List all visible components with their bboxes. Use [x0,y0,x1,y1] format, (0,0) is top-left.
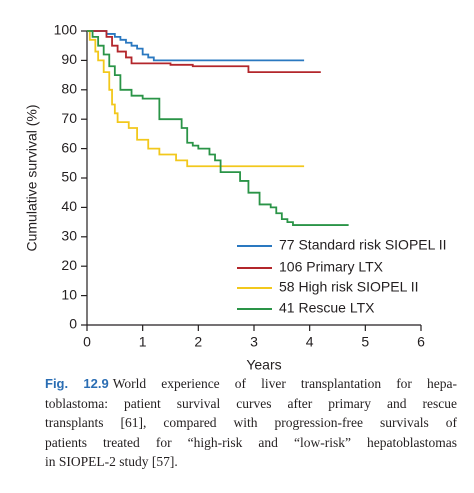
x-tick-label: 6 [417,334,425,350]
x-tick-label: 0 [83,334,91,350]
y-tick-label: 80 [61,81,77,97]
y-tick-label: 60 [61,139,77,155]
caption-label: Fig. 12.9 [45,376,109,391]
caption-line: in SIOPEL-2 study [57]. [45,452,457,472]
caption-line: Fig. 12.9 World experience of liver trans… [45,374,457,394]
caption-text: patients treated for “high-risk and “low… [45,434,457,450]
survival-line [87,30,305,62]
legend-label: 106 Primary LTX [279,259,384,275]
caption-text: transplants [61], compared with progress… [45,415,457,430]
survival-line [87,30,321,74]
x-axis-label: Years [246,357,281,372]
y-tick-label: 100 [54,22,78,38]
y-tick-label: 0 [69,316,77,332]
y-tick-label: 70 [61,110,77,126]
x-tick-label: 2 [194,334,202,350]
x-tick-label: 3 [250,334,258,350]
legend-label: 58 High risk SIOPEL II [279,279,419,295]
y-tick-label: 20 [61,257,77,273]
caption: Fig. 12.9 World experience of liver trans… [45,374,457,472]
x-tick-label: 4 [306,334,314,350]
x-tick-label: 1 [139,334,147,350]
caption-text: toblastoma: patient survival curves afte… [45,395,457,411]
caption-line: patients treated for “high-risk and “low… [45,433,457,453]
caption-text: in SIOPEL-2 study [57]. [45,454,178,469]
caption-text: World experience of liver transplantatio… [112,376,457,391]
legend-label: 77 Standard risk SIOPEL II [279,237,447,253]
y-tick-label: 30 [61,228,77,244]
chart: Years Cumulative survival (%) 0102030405… [24,22,447,372]
caption-line: transplants [61], compared with progress… [45,413,457,433]
y-axis-label: Cumulative survival (%) [24,104,40,251]
survival-line [87,30,305,168]
y-tick-label: 50 [61,169,77,185]
y-tick-label: 40 [61,198,77,214]
y-tick-label: 90 [61,51,77,67]
legend-label: 41 Rescue LTX [279,300,375,316]
caption-line: toblastoma: patient survival curves afte… [45,394,457,414]
x-tick-label: 5 [361,334,369,350]
y-tick-label: 10 [61,286,77,302]
survival-line [87,30,349,226]
